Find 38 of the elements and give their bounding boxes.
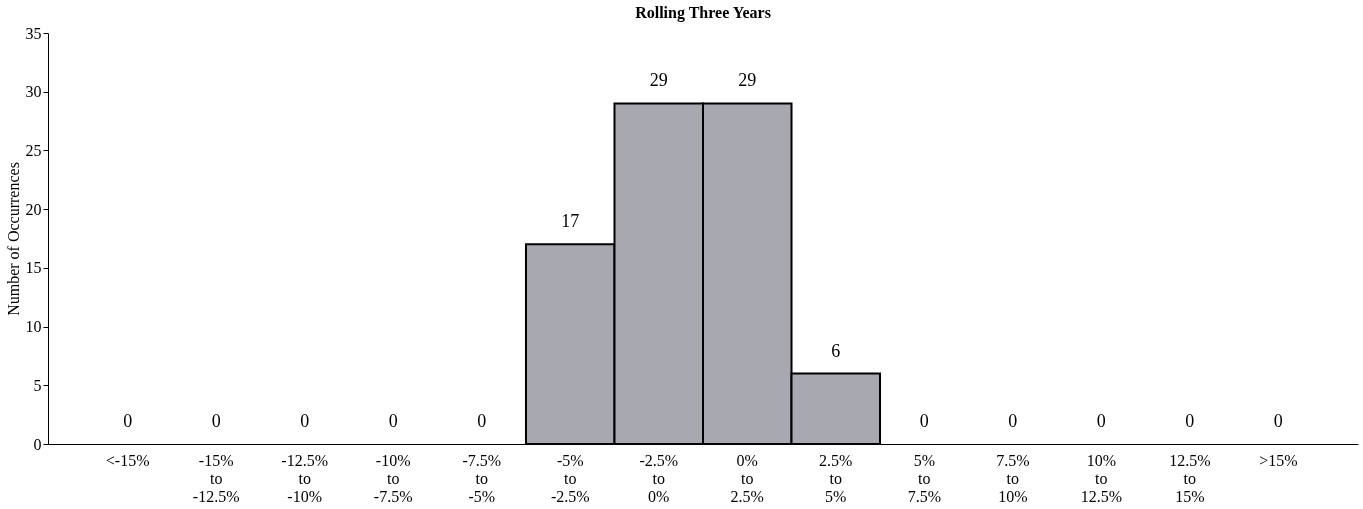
y-tick-label: 30	[25, 83, 42, 101]
data-label: 6	[831, 340, 841, 361]
data-label: 0	[123, 411, 133, 431]
y-axis-title: Number of Occurrences	[4, 162, 22, 316]
x-tick-label: 12.5% to 15%	[1169, 451, 1211, 505]
x-tick-label: -7.5% to -5%	[462, 451, 502, 505]
x-tick-label: <-15%	[105, 451, 150, 469]
x-tick-label: 2.5% to 5%	[819, 451, 853, 505]
y-tick-label: 0	[33, 435, 42, 453]
y-tick-label: 35	[25, 24, 42, 42]
x-tick-label: >15%	[1259, 451, 1298, 469]
x-tick-label: -2.5% to 0%	[639, 451, 679, 505]
x-tick-label: -5% to -2.5%	[550, 451, 590, 505]
chart-title: Rolling Three Years	[635, 4, 771, 22]
data-label: 0	[1185, 411, 1195, 431]
x-tick-label: 10% to 12.5%	[1080, 451, 1122, 505]
data-label: 29	[738, 70, 757, 91]
x-tick-label: 5% to 7.5%	[907, 451, 941, 505]
y-tick-label: 5	[33, 376, 42, 394]
x-tick-label: -12.5% to -10%	[281, 451, 329, 505]
data-label: 0	[300, 411, 310, 431]
data-label: 0	[388, 411, 398, 431]
x-tick-label: -15% to -12.5%	[192, 451, 240, 505]
data-label: 0	[477, 411, 487, 431]
y-tick-label: 20	[25, 200, 42, 218]
y-tick-label: 25	[25, 141, 42, 159]
x-tick-label: 0% to 2.5%	[730, 451, 764, 505]
data-label: 29	[649, 70, 668, 91]
x-tick-label: 7.5% to 10%	[996, 451, 1030, 505]
data-label: 0	[919, 411, 929, 431]
y-tick-label: 10	[25, 318, 42, 336]
y-tick-label: 15	[25, 259, 42, 277]
data-label: 0	[211, 411, 221, 431]
data-label: 0	[1273, 411, 1283, 431]
data-label: 0	[1008, 411, 1018, 431]
x-tick-label: -10% to -7.5%	[373, 451, 413, 505]
data-label: 0	[1096, 411, 1106, 431]
data-label: 17	[561, 211, 580, 232]
